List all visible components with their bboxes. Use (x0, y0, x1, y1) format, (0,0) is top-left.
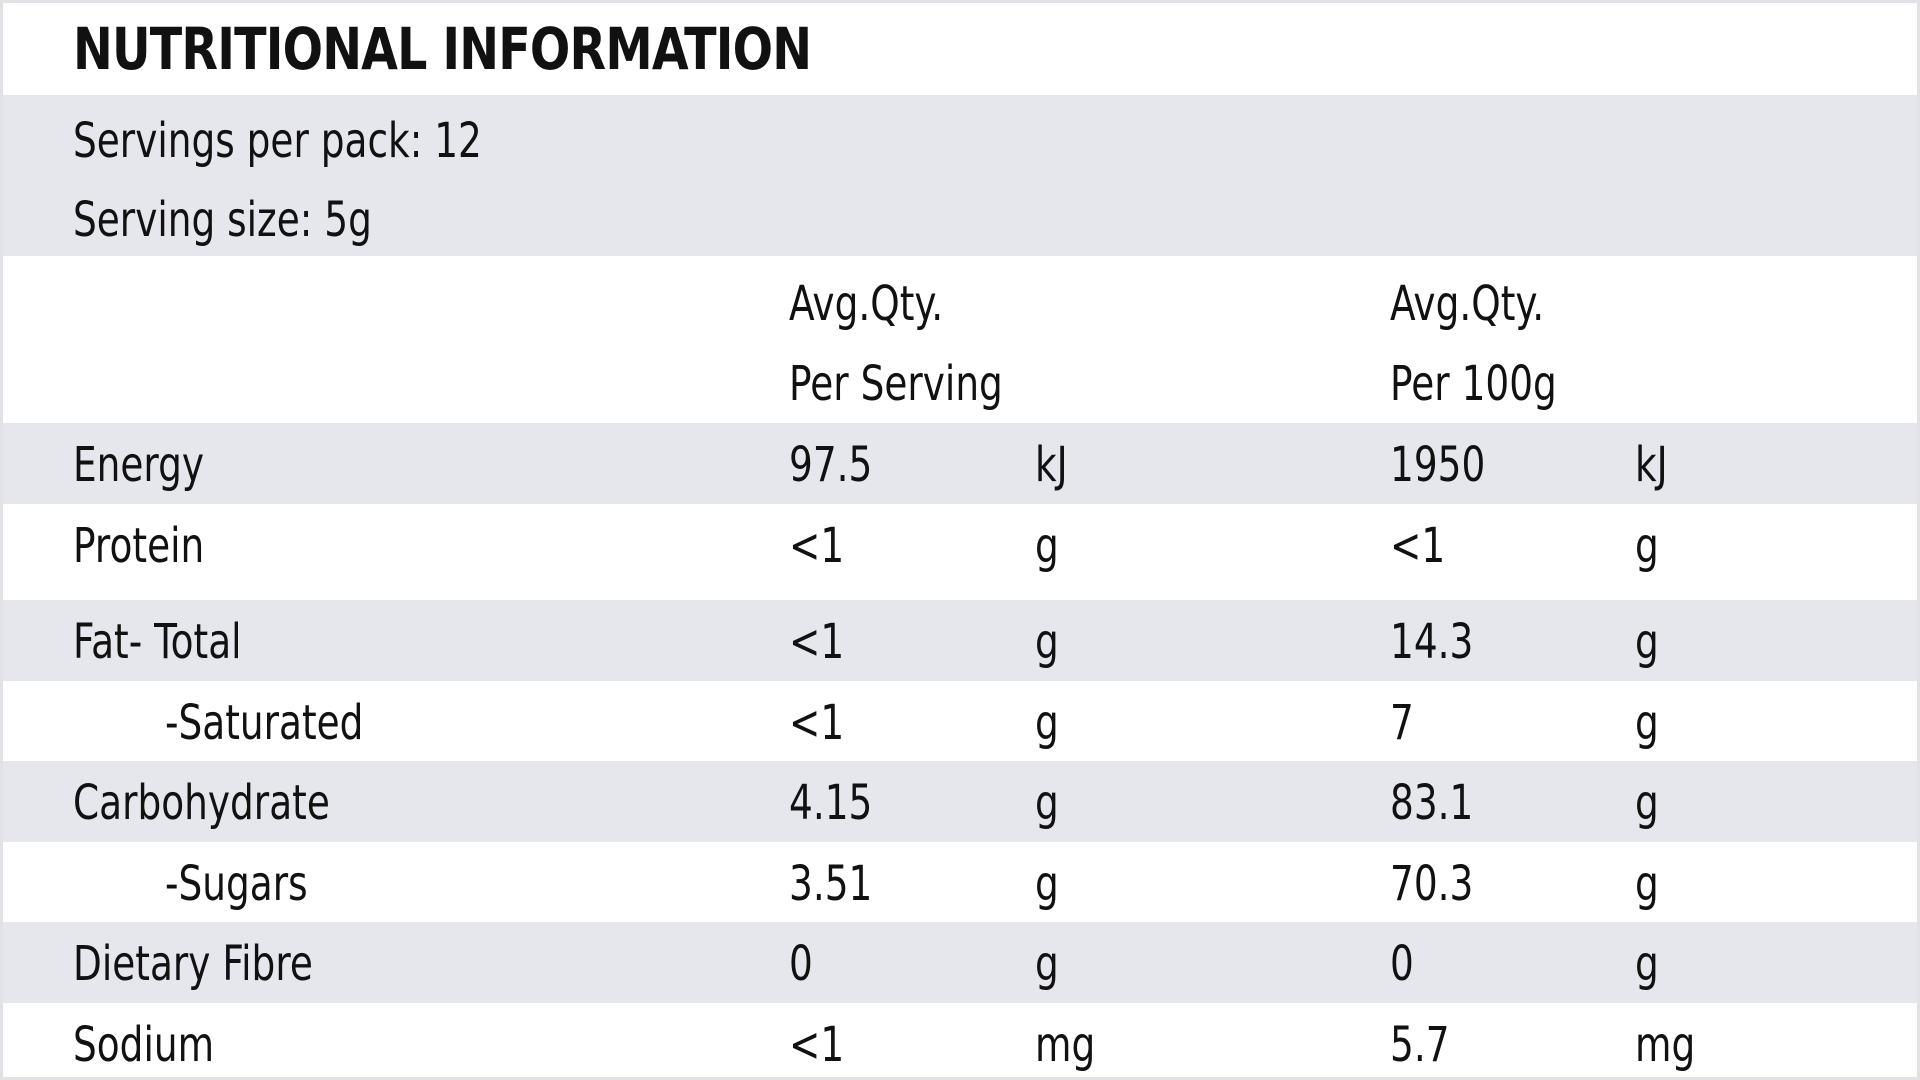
nutrient-label: Sodium (73, 1017, 215, 1073)
per-100g-unit: g (1635, 518, 1659, 574)
nutrient-row-fat-total: Fat- Total <1 g 14.3 g (3, 600, 1917, 681)
nutrient-label: Protein (73, 518, 205, 574)
nutrient-row-sodium: Sodium <1 mg 5.7 mg (3, 1003, 1917, 1077)
nutrient-row-energy: Energy 97.5 kJ 1950 kJ (3, 423, 1917, 504)
per-100g-value: 7 (1390, 695, 1414, 751)
nutrient-label: Dietary Fibre (73, 936, 313, 992)
per-serving-header-line1: Avg.Qty. (789, 276, 944, 332)
per-serving-value: <1 (789, 695, 845, 751)
per-serving-value: 97.5 (789, 437, 873, 493)
title-row: NUTRITIONAL INFORMATION (3, 3, 1917, 95)
per-100g-unit: g (1635, 695, 1659, 751)
per-100g-header-line1: Avg.Qty. (1390, 276, 1545, 332)
nutrient-row-protein: Protein <1 g <1 g (3, 504, 1917, 600)
per-serving-unit: g (1035, 856, 1059, 912)
per-serving-unit: g (1035, 936, 1059, 992)
column-header-block: Avg.Qty. Per Serving Avg.Qty. Per 100g (3, 256, 1917, 423)
servings-block: Servings per pack: 12 Serving size: 5g (3, 95, 1917, 256)
per-100g-value: 14.3 (1390, 614, 1474, 670)
per-100g-value: 1950 (1390, 437, 1486, 493)
per-100g-unit: mg (1635, 1017, 1696, 1073)
per-serving-unit: g (1035, 775, 1059, 831)
per-100g-value: 70.3 (1390, 856, 1474, 912)
per-100g-unit: g (1635, 936, 1659, 992)
nutrient-label: -Sugars (165, 856, 308, 912)
per-serving-header-line2: Per Serving (789, 356, 1003, 412)
panel-title: NUTRITIONAL INFORMATION (73, 15, 812, 83)
per-serving-unit: g (1035, 518, 1059, 574)
nutrient-row-carbohydrate: Carbohydrate 4.15 g 83.1 g (3, 761, 1917, 842)
serving-size: Serving size: 5g (73, 192, 372, 248)
per-serving-value: <1 (789, 1017, 845, 1073)
nutrient-row-sugars: -Sugars 3.51 g 70.3 g (3, 842, 1917, 922)
per-serving-value: 4.15 (789, 775, 873, 831)
per-100g-unit: kJ (1635, 437, 1668, 493)
nutrient-label: Energy (73, 437, 205, 493)
per-serving-unit: kJ (1035, 437, 1068, 493)
per-100g-value: 0 (1390, 936, 1414, 992)
nutrient-label: -Saturated (165, 695, 364, 751)
per-serving-value: <1 (789, 614, 845, 670)
per-serving-unit: g (1035, 695, 1059, 751)
nutrient-row-saturated: -Saturated <1 g 7 g (3, 681, 1917, 761)
per-100g-unit: g (1635, 856, 1659, 912)
per-serving-value: 3.51 (789, 856, 873, 912)
per-100g-value: 83.1 (1390, 775, 1474, 831)
servings-per-pack: Servings per pack: 12 (73, 113, 482, 169)
per-serving-unit: g (1035, 614, 1059, 670)
per-100g-unit: g (1635, 775, 1659, 831)
per-100g-header-line2: Per 100g (1390, 356, 1557, 412)
per-100g-unit: g (1635, 614, 1659, 670)
per-serving-value: <1 (789, 518, 845, 574)
nutrient-label: Carbohydrate (73, 775, 330, 831)
nutrient-label: Fat- Total (73, 614, 242, 670)
per-serving-unit: mg (1035, 1017, 1096, 1073)
per-100g-value: 5.7 (1390, 1017, 1450, 1073)
nutrient-row-dietary-fibre: Dietary Fibre 0 g 0 g (3, 922, 1917, 1003)
per-serving-value: 0 (789, 936, 813, 992)
per-100g-value: <1 (1390, 518, 1446, 574)
